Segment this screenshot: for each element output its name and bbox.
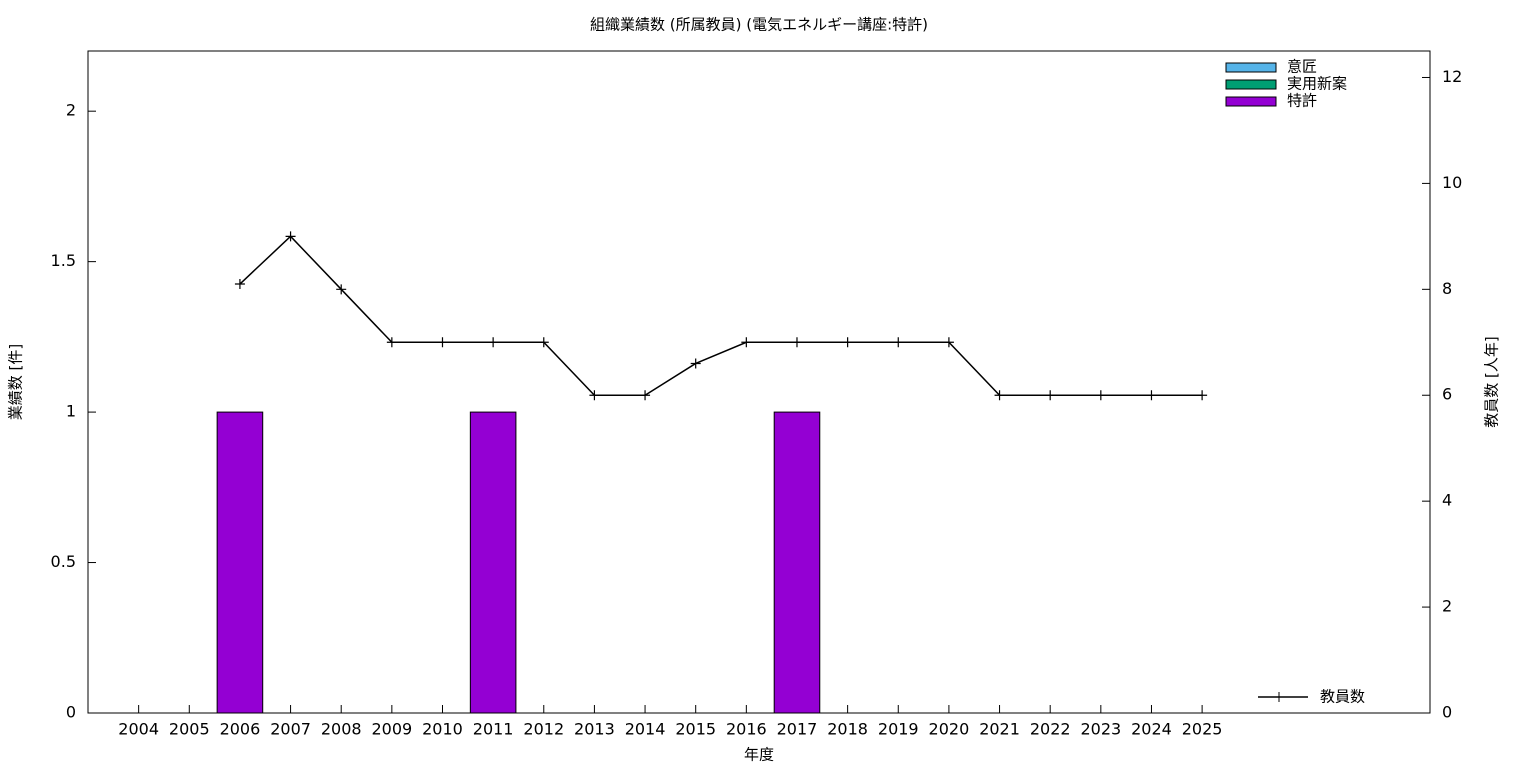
y2-axis-label: 教員数 [人年] — [1483, 336, 1501, 427]
x-tick-label: 2005 — [169, 720, 210, 739]
y2-tick-label: 6 — [1442, 385, 1452, 404]
x-tick-label: 2022 — [1030, 720, 1071, 739]
point-marker — [437, 337, 448, 348]
point-marker — [538, 337, 549, 348]
point-marker — [1146, 390, 1157, 401]
y2-tick-label: 12 — [1442, 67, 1462, 86]
point-marker — [336, 284, 347, 295]
x-tick-label: 2015 — [675, 720, 716, 739]
x-tick-label: 2021 — [979, 720, 1020, 739]
legend-label: 特許 — [1287, 92, 1317, 110]
point-marker — [589, 390, 600, 401]
point-marker — [386, 337, 397, 348]
point-marker — [791, 337, 802, 348]
x-tick-label: 2008 — [321, 720, 362, 739]
x-tick-label: 2007 — [270, 720, 311, 739]
x-axis-label: 年度 — [744, 746, 774, 764]
y2-tick-label: 4 — [1442, 491, 1452, 510]
x-tick-label: 2004 — [118, 720, 159, 739]
x-tick-label: 2010 — [422, 720, 463, 739]
x-tick-label: 2019 — [878, 720, 919, 739]
point-marker — [285, 231, 296, 242]
y-tick-label: 0.5 — [51, 552, 76, 571]
x-tick-label: 2020 — [929, 720, 970, 739]
legend-label: 意匠 — [1287, 58, 1317, 76]
x-tick-label: 2016 — [726, 720, 767, 739]
x-tick-label: 2012 — [523, 720, 564, 739]
point-marker — [488, 337, 499, 348]
y-tick-label: 2 — [66, 101, 76, 120]
legend-swatch — [1225, 62, 1277, 73]
x-tick-label: 2018 — [827, 720, 868, 739]
point-marker — [640, 390, 651, 401]
x-tick-label: 2017 — [777, 720, 818, 739]
bar — [216, 411, 264, 714]
y2-tick-label: 0 — [1442, 703, 1452, 722]
point-marker — [943, 337, 954, 348]
y2-tick-label: 2 — [1442, 597, 1452, 616]
plot-frame — [87, 50, 1431, 714]
point-marker — [690, 358, 701, 369]
point-marker — [1045, 390, 1056, 401]
y2-tick-label: 10 — [1442, 173, 1462, 192]
point-marker — [1197, 390, 1208, 401]
y2-tick-label: 8 — [1442, 279, 1452, 298]
point-marker — [234, 279, 245, 290]
y-axis-label: 業績数 [件] — [7, 344, 25, 420]
y-tick-label: 1.5 — [51, 251, 76, 270]
point-marker — [842, 337, 853, 348]
bar — [469, 411, 517, 714]
x-tick-label: 2014 — [625, 720, 666, 739]
x-tick-label: 2006 — [220, 720, 261, 739]
point-marker — [994, 390, 1005, 401]
bar — [773, 411, 821, 714]
line — [239, 235, 1203, 396]
x-tick-label: 2023 — [1080, 720, 1121, 739]
y-tick-label: 1 — [66, 402, 76, 421]
y-tick-label: 0 — [66, 703, 76, 722]
point-marker — [893, 337, 904, 348]
x-tick-label: 2009 — [371, 720, 412, 739]
point-marker — [741, 337, 752, 348]
legend-swatch — [1225, 79, 1277, 90]
x-tick-label: 2024 — [1131, 720, 1172, 739]
chart-title: 組織業績数 (所属教員) (電気エネルギー講座:特許) — [590, 16, 928, 34]
legend-label: 実用新案 — [1287, 75, 1347, 93]
point-marker — [1095, 390, 1106, 401]
legend-marker — [1278, 692, 1288, 702]
x-tick-label: 2011 — [473, 720, 514, 739]
x-tick-label: 2025 — [1182, 720, 1223, 739]
x-tick-label: 2013 — [574, 720, 615, 739]
legend-label: 教員数 — [1320, 688, 1365, 706]
legend-swatch — [1225, 96, 1277, 107]
